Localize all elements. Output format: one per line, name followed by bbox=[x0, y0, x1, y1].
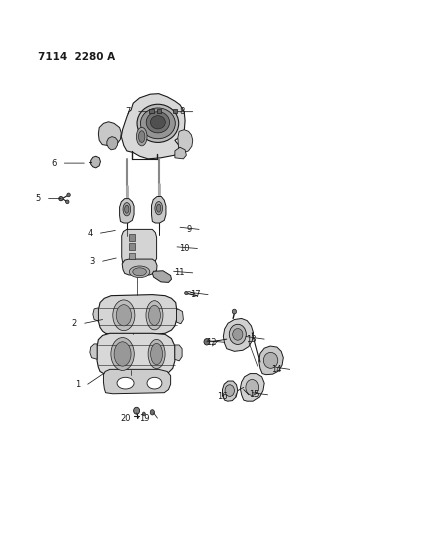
Ellipse shape bbox=[116, 305, 131, 326]
Text: 19: 19 bbox=[139, 414, 150, 423]
Polygon shape bbox=[98, 122, 121, 146]
Polygon shape bbox=[91, 156, 101, 168]
Text: 5: 5 bbox=[36, 194, 41, 203]
Ellipse shape bbox=[184, 292, 188, 295]
Ellipse shape bbox=[140, 108, 175, 139]
Polygon shape bbox=[122, 259, 157, 275]
Text: 8: 8 bbox=[180, 107, 185, 116]
Polygon shape bbox=[152, 271, 172, 282]
Bar bbox=[157, 109, 161, 113]
Ellipse shape bbox=[150, 410, 155, 415]
Text: 15: 15 bbox=[250, 390, 260, 399]
Ellipse shape bbox=[204, 338, 210, 345]
Text: 2: 2 bbox=[72, 319, 77, 328]
Text: 13: 13 bbox=[246, 335, 256, 344]
Text: 6: 6 bbox=[51, 159, 56, 167]
Ellipse shape bbox=[117, 377, 134, 389]
Ellipse shape bbox=[65, 200, 69, 204]
Polygon shape bbox=[104, 369, 171, 394]
Ellipse shape bbox=[263, 352, 278, 368]
Polygon shape bbox=[119, 199, 134, 223]
Text: 17: 17 bbox=[190, 290, 200, 299]
Ellipse shape bbox=[147, 377, 162, 389]
Polygon shape bbox=[90, 344, 97, 359]
Ellipse shape bbox=[137, 127, 147, 146]
Polygon shape bbox=[152, 197, 166, 223]
Polygon shape bbox=[107, 136, 118, 150]
Ellipse shape bbox=[59, 197, 63, 201]
Ellipse shape bbox=[67, 193, 70, 197]
Ellipse shape bbox=[111, 337, 134, 370]
Text: 14: 14 bbox=[271, 365, 282, 374]
Ellipse shape bbox=[134, 407, 140, 414]
Polygon shape bbox=[259, 346, 283, 375]
Ellipse shape bbox=[155, 201, 163, 215]
Ellipse shape bbox=[233, 328, 243, 340]
Ellipse shape bbox=[225, 385, 235, 397]
Polygon shape bbox=[177, 309, 183, 324]
Polygon shape bbox=[175, 345, 182, 361]
Text: 9: 9 bbox=[186, 225, 191, 234]
Bar bbox=[149, 109, 154, 113]
Ellipse shape bbox=[150, 116, 165, 129]
Ellipse shape bbox=[146, 301, 163, 330]
Ellipse shape bbox=[137, 104, 179, 142]
Ellipse shape bbox=[149, 305, 160, 325]
Ellipse shape bbox=[148, 340, 165, 368]
Ellipse shape bbox=[139, 131, 145, 142]
Polygon shape bbox=[241, 374, 264, 401]
Ellipse shape bbox=[114, 342, 131, 366]
Polygon shape bbox=[97, 333, 175, 375]
Polygon shape bbox=[223, 318, 253, 351]
Ellipse shape bbox=[133, 268, 146, 276]
Polygon shape bbox=[122, 229, 157, 265]
Ellipse shape bbox=[229, 324, 247, 344]
Text: 7114  2280 A: 7114 2280 A bbox=[38, 52, 115, 62]
Ellipse shape bbox=[232, 309, 237, 314]
Ellipse shape bbox=[246, 379, 259, 395]
Bar bbox=[129, 243, 135, 249]
Text: 7: 7 bbox=[126, 107, 131, 116]
Polygon shape bbox=[98, 295, 177, 334]
Polygon shape bbox=[178, 130, 193, 152]
Text: 12: 12 bbox=[206, 338, 217, 347]
Ellipse shape bbox=[151, 343, 163, 365]
Ellipse shape bbox=[157, 204, 161, 212]
Text: 10: 10 bbox=[179, 244, 190, 253]
Ellipse shape bbox=[125, 205, 129, 213]
Polygon shape bbox=[121, 94, 185, 159]
Ellipse shape bbox=[129, 266, 150, 278]
Ellipse shape bbox=[113, 300, 135, 330]
Text: 11: 11 bbox=[175, 268, 185, 277]
Bar bbox=[129, 234, 135, 240]
Text: 4: 4 bbox=[88, 229, 93, 238]
Ellipse shape bbox=[123, 203, 131, 216]
Bar bbox=[173, 109, 177, 113]
Ellipse shape bbox=[146, 112, 169, 133]
Text: 16: 16 bbox=[217, 392, 228, 401]
Text: 20: 20 bbox=[121, 414, 131, 423]
Bar bbox=[129, 253, 135, 259]
Ellipse shape bbox=[143, 412, 146, 416]
Text: 3: 3 bbox=[89, 257, 95, 265]
Text: 1: 1 bbox=[75, 379, 80, 389]
Polygon shape bbox=[175, 147, 186, 159]
Polygon shape bbox=[223, 381, 238, 401]
Polygon shape bbox=[93, 308, 98, 321]
